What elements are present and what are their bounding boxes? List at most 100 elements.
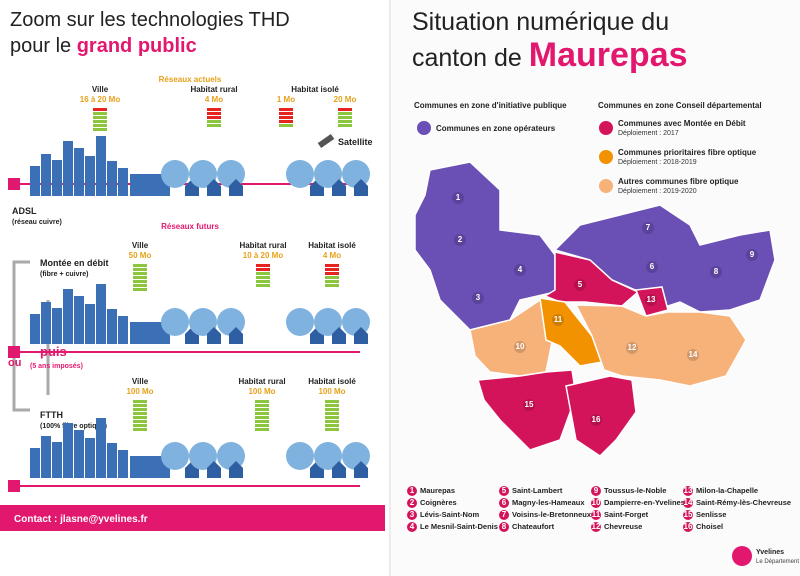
node xyxy=(8,346,20,358)
place: Ville xyxy=(92,85,109,94)
factory xyxy=(130,322,170,344)
map-number: 10 xyxy=(516,342,525,351)
speed: 10 à 20 Mo xyxy=(243,251,284,260)
contact-bar xyxy=(0,505,385,531)
satellite-label: Satellite xyxy=(338,137,373,147)
house xyxy=(354,461,368,478)
speed-meter xyxy=(256,276,270,279)
speed-meter xyxy=(133,400,147,403)
speed: 4 Mo xyxy=(323,251,341,260)
commune-name: Milon-la-Chapelle xyxy=(696,486,758,495)
step-name: Montée en débit xyxy=(40,258,109,268)
map-number: 15 xyxy=(525,400,534,409)
speed-meter xyxy=(133,264,147,267)
building xyxy=(52,160,62,196)
commune-name: Chevreuse xyxy=(604,522,642,531)
map-region xyxy=(414,161,556,331)
building xyxy=(74,296,84,344)
speed-meter xyxy=(207,120,221,123)
map xyxy=(414,161,776,457)
map-marker xyxy=(687,349,699,361)
list-number: 16 xyxy=(684,522,693,531)
logo: Yvelines xyxy=(756,549,784,556)
title-highlight: grand public xyxy=(77,35,197,57)
speed-meter xyxy=(325,268,339,271)
speed-meter xyxy=(207,112,221,115)
list-number: 6 xyxy=(502,498,507,507)
list-marker xyxy=(499,498,509,508)
speed-meter xyxy=(325,264,339,267)
speed-meter xyxy=(256,272,270,275)
speed-meter xyxy=(133,268,147,271)
speed: 50 Mo xyxy=(129,251,152,260)
speed-meter xyxy=(133,416,147,419)
commune-name: Chateaufort xyxy=(512,522,555,531)
tree xyxy=(161,442,189,470)
map-marker xyxy=(626,342,638,354)
tree xyxy=(217,442,245,470)
legend-item: Communes avec Montée en Débit xyxy=(618,119,746,128)
commune-list: 1 Maurepas 2 Coignères 3 Lévis-Saint-Nom 4 Le M… xyxy=(407,486,791,532)
step-note: (100% fibre optique) xyxy=(40,423,107,430)
list-number: 15 xyxy=(684,510,693,519)
map-marker xyxy=(514,341,526,353)
commune-name: Saint-Lambert xyxy=(512,486,563,495)
bracket xyxy=(12,260,30,412)
speed-meter xyxy=(325,276,339,279)
place: Habitat rural xyxy=(239,241,286,250)
list-number: 7 xyxy=(502,510,507,519)
map-number: 3 xyxy=(476,293,481,302)
speed-meter xyxy=(325,272,339,275)
speed-meter xyxy=(133,276,147,279)
list-marker xyxy=(591,522,601,532)
map-marker xyxy=(710,266,722,278)
legend-group: Communes en zone Conseil départemental xyxy=(598,101,762,110)
legend-swatch xyxy=(417,121,431,135)
speed-meter xyxy=(325,416,339,419)
list-marker xyxy=(407,498,417,508)
speed: 4 Mo xyxy=(205,95,223,104)
speed-meter xyxy=(133,420,147,423)
map-marker xyxy=(514,264,526,276)
commune-name: Lévis-Saint-Nom xyxy=(420,510,480,519)
map-region xyxy=(565,375,637,457)
speed-meter xyxy=(93,112,107,115)
tree xyxy=(314,160,342,188)
list-marker xyxy=(499,522,509,532)
map-marker xyxy=(642,222,654,234)
title-highlight: Maurepas xyxy=(529,36,688,74)
speed-meter xyxy=(255,428,269,431)
place: Habitat rural xyxy=(190,85,237,94)
list-marker xyxy=(591,498,601,508)
speed-meter xyxy=(325,404,339,407)
speed-meter xyxy=(325,412,339,415)
contact: Contact : jlasne@yvelines.fr xyxy=(14,514,148,525)
speed-meter xyxy=(279,108,293,111)
speed-meter xyxy=(133,424,147,427)
building xyxy=(63,289,73,344)
speed-meter xyxy=(207,124,221,127)
speed-meter xyxy=(325,284,339,287)
then-note: (5 ans imposés) xyxy=(30,363,83,370)
legend-item: Autres communes fibre optique xyxy=(618,177,739,186)
speed-meter xyxy=(207,108,221,111)
speed: 16 à 20 Mo xyxy=(80,95,121,104)
legend: Communes avec Montée en Débit Déploiement… xyxy=(599,119,757,195)
house xyxy=(207,327,221,344)
legend-item: Communes en zone opérateurs xyxy=(436,124,556,133)
map-marker xyxy=(523,399,535,411)
list-number: 10 xyxy=(592,498,601,507)
speed-meter xyxy=(325,400,339,403)
map-region xyxy=(543,251,640,307)
tech-note: (réseau cuivre) xyxy=(12,219,62,226)
speed-meter xyxy=(255,408,269,411)
right-title: canton de Maurepas xyxy=(412,36,688,74)
speed-meter xyxy=(93,108,107,111)
speed-meter xyxy=(338,112,352,115)
speed-meter xyxy=(256,268,270,271)
tree xyxy=(314,442,342,470)
house xyxy=(332,327,346,344)
map-marker xyxy=(646,261,658,273)
list-number: 3 xyxy=(410,510,415,519)
